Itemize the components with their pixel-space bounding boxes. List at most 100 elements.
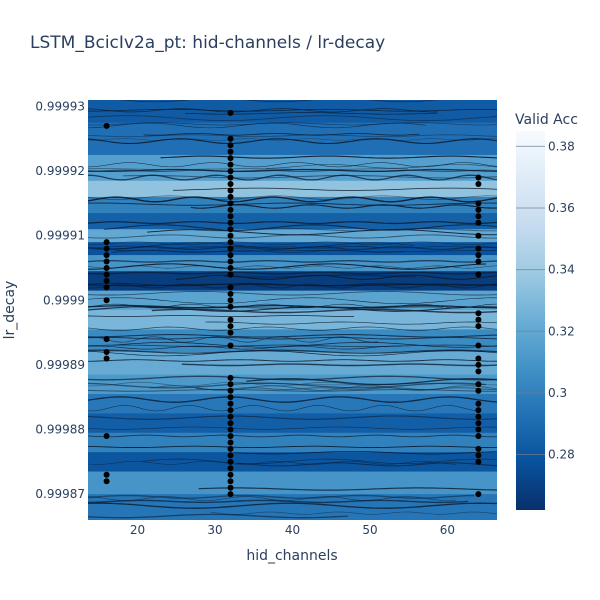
x-tick-label: 20 (130, 523, 145, 537)
y-tick-label: 0.99988 (35, 423, 85, 437)
contour-line (88, 265, 497, 269)
contour-fill (88, 100, 497, 520)
trial-point (227, 200, 234, 207)
contour-line (173, 187, 497, 191)
colorbar-title: Valid Acc (515, 112, 578, 128)
trial-point (475, 407, 482, 414)
contour-line (265, 164, 497, 169)
x-tick-label: 30 (207, 523, 222, 537)
contour-line (88, 405, 481, 412)
contour-line (88, 388, 497, 392)
contour-band (88, 213, 497, 230)
trial-point (475, 252, 482, 259)
contour-line (237, 462, 497, 467)
trial-point (475, 361, 482, 368)
trial-point (227, 174, 234, 181)
contour-line (88, 502, 497, 509)
trial-point (103, 433, 110, 439)
contour-line (118, 100, 441, 103)
trial-point (227, 168, 234, 175)
trial-point (227, 381, 234, 388)
contour-line (88, 334, 497, 338)
x-tick-label: 60 (440, 523, 455, 537)
contour-line (210, 511, 497, 515)
contour-line (88, 169, 497, 173)
trial-point (475, 213, 482, 220)
contour-line (88, 461, 457, 465)
contour-band (88, 413, 497, 434)
trial-point (227, 374, 234, 381)
trial-point (227, 491, 234, 498)
trial-point (227, 265, 234, 271)
trial-point (475, 174, 482, 181)
trial-point (475, 206, 482, 213)
trial-point (227, 213, 234, 220)
trial-point (103, 478, 110, 485)
contour-line (88, 396, 497, 403)
contour-line (88, 196, 497, 203)
trial-point (227, 323, 234, 330)
contour-line (88, 122, 497, 126)
contour-line (88, 381, 379, 387)
contour-line (88, 415, 497, 420)
trial-points (103, 109, 482, 498)
contour-line (88, 434, 497, 438)
contour-line (123, 174, 497, 179)
contour-band (88, 229, 497, 243)
contour-line (195, 387, 497, 391)
colorbar-ticks: 0.28 0.3 0.32 0.34 0.36 0.38 (516, 139, 575, 462)
trial-point (227, 297, 234, 304)
trial-point (103, 245, 110, 252)
contour-line (113, 341, 497, 348)
contour-line (88, 344, 497, 348)
trial-point (227, 258, 234, 265)
trial-point (103, 258, 110, 265)
contour-line (88, 426, 497, 430)
contour-line (88, 283, 497, 287)
contour-line (147, 229, 497, 236)
trial-point (103, 122, 110, 129)
y-tick-label: 0.99989 (35, 358, 85, 372)
trial-point (103, 471, 110, 478)
trial-point (227, 458, 234, 465)
contour-line (88, 162, 497, 168)
trial-point (227, 452, 234, 459)
trial-point (227, 484, 234, 491)
trial-point (475, 413, 482, 420)
colorbar-tick-label: 0.38 (548, 139, 575, 153)
trial-point (103, 284, 110, 291)
trial-point (227, 252, 234, 259)
trial-point (227, 439, 234, 446)
trial-point (227, 232, 234, 239)
contour-band (88, 290, 497, 311)
contour-line (205, 321, 497, 325)
contour-line (115, 250, 497, 252)
trial-point (475, 387, 482, 394)
contour-line (88, 290, 497, 296)
trial-point (103, 265, 110, 271)
contour-line (142, 458, 497, 465)
contour-line (198, 487, 497, 491)
trial-point (227, 387, 234, 394)
trial-point (227, 400, 234, 407)
trial-point (227, 426, 234, 433)
trial-point (475, 458, 482, 465)
contour-line (88, 108, 439, 113)
trial-point (475, 219, 482, 226)
trial-point (227, 239, 234, 246)
trial-point (475, 420, 482, 427)
contour-line (88, 496, 457, 501)
contour-line (111, 249, 406, 253)
colorbar-tick-label: 0.36 (548, 201, 575, 215)
contour-line (88, 345, 403, 350)
trial-point (475, 271, 482, 278)
y-tick-label: 0.9999 (43, 293, 85, 307)
contour-line (88, 306, 497, 312)
contour-line (88, 315, 354, 317)
contour-line (88, 241, 497, 246)
contour-line (88, 499, 469, 504)
contour-line (181, 363, 497, 367)
contour-band (88, 471, 497, 495)
trial-point (475, 491, 482, 498)
contour-line (88, 109, 497, 112)
